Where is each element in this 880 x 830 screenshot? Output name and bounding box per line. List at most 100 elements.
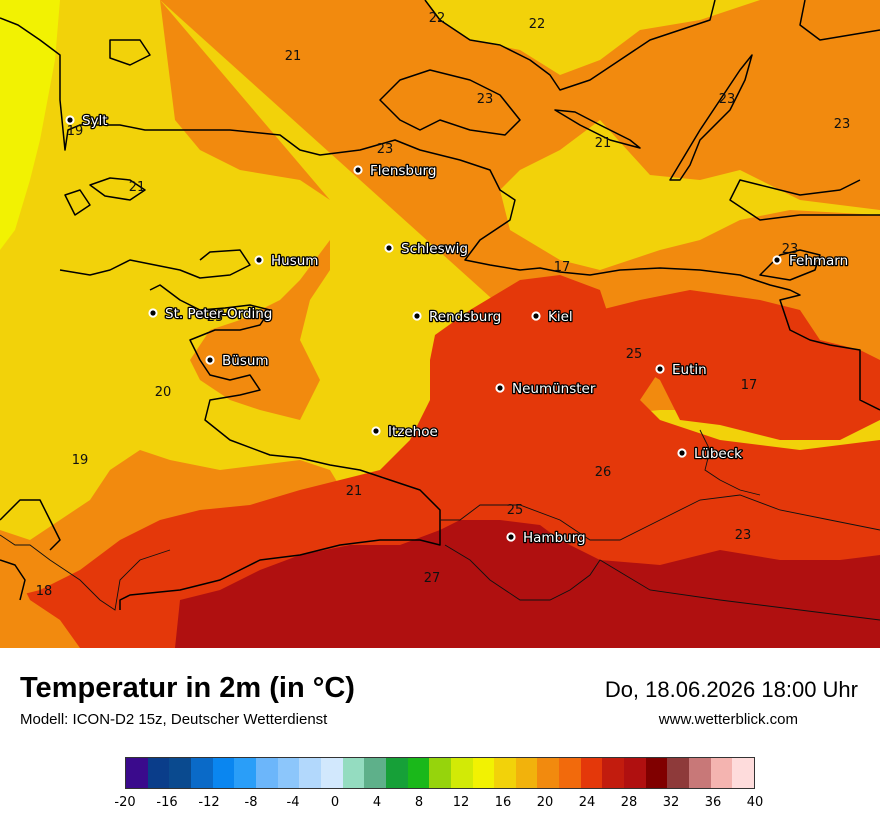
temperature-label: 25 [626,347,643,362]
color-scale-tick-label: 16 [494,795,512,810]
color-scale-cell [450,758,473,788]
city-marker-lubeck: Lübeck [677,445,743,463]
city-marker-rendsburg: Rendsburg [412,308,503,326]
coastline [0,17,880,411]
temperature-label: 22 [429,11,446,26]
city-dot [65,115,75,125]
color-scale-tick-label: 36 [704,795,722,810]
city-marker-group: Sylt Flensburg Schleswig Husum Fehmarn S… [65,112,849,547]
color-scale-tick-label: -8 [244,795,258,810]
city-label: Hamburg [523,530,586,546]
color-scale-tick-label: 4 [372,795,382,810]
color-scale-cell [537,758,560,788]
city-marker-busum: Büsum [205,352,270,370]
color-scale-ticks: -20 -16 -12 -8 -4 0 4 8 12 16 20 24 28 32 36 40 [114,795,763,815]
color-scale-tick-label: -20 [114,795,136,810]
coastline-north-east [424,0,880,149]
island-north-west [64,39,151,216]
city-marker-schleswig: Schleswig [384,240,469,258]
color-scale-cell [624,758,646,788]
color-scale-cell [277,758,300,788]
temp-band-24-southwest [0,560,80,648]
temperature-label: 19 [72,453,89,468]
temperature-label: 21 [285,49,302,64]
city-label: Eutin [672,362,707,378]
temperature-label: 23 [477,92,494,107]
temperature-label: 21 [129,180,146,195]
city-label: Büsum [222,353,269,369]
temperature-label: 23 [207,310,224,325]
island-north [379,69,521,136]
city-label: Fehmarn [789,253,848,269]
city-dot [148,308,158,318]
state-border [0,429,880,621]
city-marker-neumunster: Neumünster [495,380,597,398]
color-scale-cell [299,758,321,788]
coastline-east [729,179,880,221]
island-fehmarn [759,249,821,281]
temperature-label: 25 [507,503,524,518]
color-scale-cell [255,758,278,788]
color-scale-cell [212,758,235,788]
color-scale-tick-label: 24 [578,795,596,810]
color-scale-cell [385,758,408,788]
coastline-west [0,249,441,610]
temperature-label-group: 22 22 21 23 23 23 19 21 23 21 17 23 23 2… [36,11,851,599]
color-scale-cell [494,758,516,788]
temperature-label: 18 [36,584,53,599]
color-scale-cell [732,758,755,788]
temperature-label: 20 [155,385,172,400]
color-scale-cell [667,758,690,788]
temp-band-20-west [0,0,60,250]
city-label: Husum [271,253,318,269]
color-scale-tick-label: 12 [452,795,470,810]
city-label: St. Peter-Ording [165,306,272,322]
city-dot [412,311,422,321]
color-scale-cell [710,758,733,788]
temperature-label: 23 [782,242,799,257]
color-scale-cell [320,758,343,788]
temperature-label: 21 [595,136,612,151]
color-scale-cell [689,758,711,788]
color-scale-tick-label: -16 [156,795,178,810]
temperature-label: 27 [424,571,441,586]
city-label: Itzehoe [388,424,438,440]
color-scale-cell [364,758,386,788]
city-dot [205,355,215,365]
city-marker-fehmarn: Fehmarn [772,252,849,270]
temp-band-28 [175,520,880,648]
color-scale-tick-label: -12 [198,795,220,810]
color-scale-cell [126,758,148,788]
city-label: Schleswig [401,241,468,257]
temperature-label: 23 [377,142,394,157]
city-dot [772,255,782,265]
city-dot [384,243,394,253]
color-scale-cell [234,758,256,788]
forecast-datetime: Do, 18.06.2026 18:00 Uhr [604,677,858,702]
city-marker-itzehoe: Itzehoe [371,423,439,441]
color-scale-cell [645,758,668,788]
color-scale-bar [125,757,755,789]
temperature-label: 23 [735,528,752,543]
island-east [669,54,753,181]
temperature-label: 17 [554,260,571,275]
color-scale-cell [602,758,625,788]
city-marker-sylt: Sylt [65,112,109,130]
city-dot [531,311,541,321]
city-dot [254,255,264,265]
city-marker-flensburg: Flensburg [353,162,438,180]
website-link[interactable]: www.wetterblick.com [658,711,798,728]
temperature-label: 19 [67,124,84,139]
color-scale-cell [407,758,430,788]
color-scale-cell [515,758,538,788]
temperature-label: 23 [719,92,736,107]
city-dot [677,448,687,458]
city-marker-eutin: Eutin [655,361,708,379]
city-label: Rendsburg [429,309,501,325]
city-dot [495,383,505,393]
color-scale-cell [472,758,495,788]
color-scale-cell [580,758,603,788]
city-marker-st-peter-ording: St. Peter-Ording [148,305,274,323]
color-scale-tick-label: 20 [536,795,554,810]
color-scale-tick-label: 0 [330,795,340,810]
